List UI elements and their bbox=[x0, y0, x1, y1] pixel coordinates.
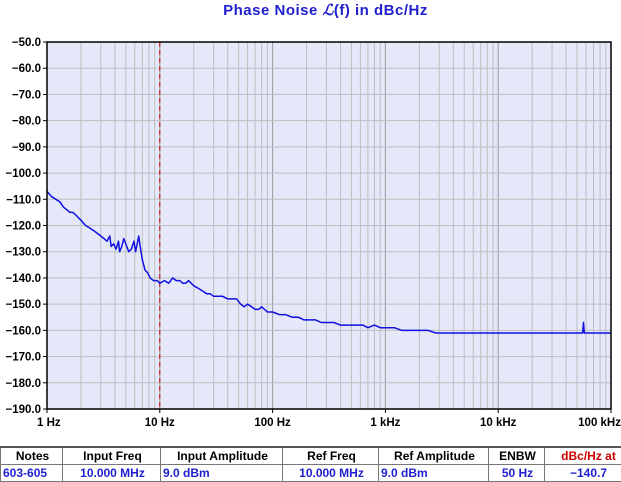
y-tick-label: −70.0 bbox=[12, 89, 41, 101]
y-tick-label: −60.0 bbox=[12, 63, 41, 75]
y-tick-label: −190.0 bbox=[6, 404, 42, 416]
phase-noise-chart: −50.0 −60.0 −70.0 −80.0 −90.0 −100.0 −110.0 −12… bbox=[0, 0, 621, 446]
header-input-amplitude: Input Amplitude bbox=[161, 447, 283, 465]
header-ref-amplitude: Ref Amplitude bbox=[379, 447, 489, 465]
value-ref-freq: 10.000 MHz bbox=[283, 465, 379, 482]
y-tick-label: −180.0 bbox=[6, 378, 42, 390]
measurement-info-table: Notes Input Freq Input Amplitude Ref Fre… bbox=[0, 446, 621, 482]
y-tick-label: −50.0 bbox=[12, 37, 41, 49]
y-tick-label: −130.0 bbox=[6, 247, 42, 259]
y-tick-label: −170.0 bbox=[6, 352, 42, 364]
y-tick-label: −80.0 bbox=[12, 116, 41, 128]
y-tick-label: −100.0 bbox=[6, 168, 42, 180]
y-tick-label: −90.0 bbox=[12, 142, 41, 154]
y-tick-label: −140.0 bbox=[6, 273, 42, 285]
info-table-header-row: Notes Input Freq Input Amplitude Ref Fre… bbox=[1, 447, 621, 465]
x-tick-label: 100 Hz bbox=[254, 417, 291, 429]
header-dbc-hz-at: dBc/Hz at bbox=[545, 447, 621, 465]
info-table-value-row: 603-605 10.000 MHz 9.0 dBm 10.000 MHz 9.… bbox=[1, 465, 621, 482]
header-enbw: ENBW bbox=[489, 447, 545, 465]
y-tick-label: −120.0 bbox=[6, 221, 42, 233]
y-tick-label: −150.0 bbox=[6, 299, 42, 311]
y-tick-label: −160.0 bbox=[6, 325, 42, 337]
value-enbw: 50 Hz bbox=[489, 465, 545, 482]
value-input-amplitude: 9.0 dBm bbox=[161, 465, 283, 482]
value-dbc-hz-at: −140.7 bbox=[545, 465, 621, 482]
header-input-freq: Input Freq bbox=[63, 447, 161, 465]
x-tick-label: 10 kHz bbox=[480, 417, 517, 429]
value-input-freq: 10.000 MHz bbox=[63, 465, 161, 482]
x-tick-label: 10 Hz bbox=[145, 417, 175, 429]
value-ref-amplitude: 9.0 dBm bbox=[379, 465, 489, 482]
value-notes: 603-605 bbox=[1, 465, 63, 482]
x-tick-label: 100 kHz bbox=[578, 417, 621, 429]
header-notes: Notes bbox=[1, 447, 63, 465]
x-tick-label: 1 kHz bbox=[370, 417, 400, 429]
header-ref-freq: Ref Freq bbox=[283, 447, 379, 465]
y-tick-label: −110.0 bbox=[6, 194, 41, 206]
x-tick-label: 1 Hz bbox=[37, 417, 61, 429]
